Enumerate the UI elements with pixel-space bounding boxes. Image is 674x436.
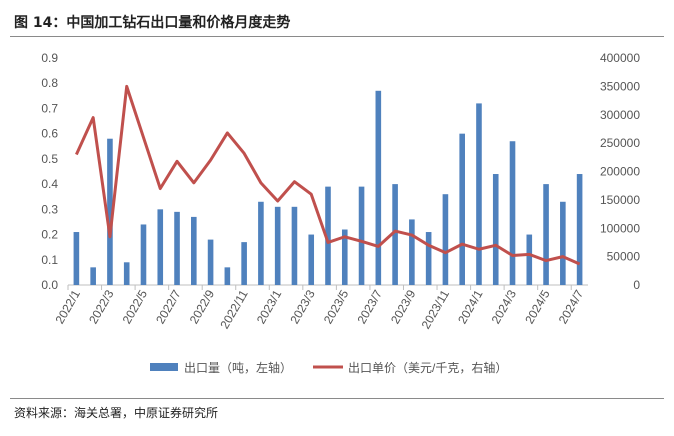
left-axis-tick: 0.5 — [41, 152, 58, 166]
source-divider — [10, 398, 664, 399]
right-axis-tick: 0 — [633, 278, 640, 292]
bar-export-volume — [90, 267, 96, 285]
x-axis-tick-label: 2023/9 — [388, 287, 419, 326]
title-divider — [10, 36, 664, 37]
x-axis-tick-label: 2023/5 — [321, 287, 352, 326]
bar-export-volume — [308, 234, 315, 285]
bar-export-volume — [560, 201, 566, 285]
bar-export-volume — [476, 103, 482, 286]
left-axis-tick: 0.7 — [41, 101, 58, 115]
left-axis-tick: 0.8 — [41, 76, 58, 90]
bar-export-volume — [392, 184, 398, 285]
legend-swatch-bar — [150, 363, 178, 371]
right-axis-tick: 350000 — [600, 79, 640, 93]
left-axis-tick: 0.2 — [41, 228, 58, 242]
bar-export-volume — [291, 206, 298, 285]
bar-export-volume — [140, 224, 147, 285]
bar-export-volume — [73, 232, 80, 285]
x-axis-tick-label: 2023/3 — [287, 287, 318, 326]
x-axis-tick-label: 2022/7 — [153, 287, 184, 326]
x-axis-tick-label: 2024/3 — [489, 287, 520, 326]
bar-export-volume — [241, 242, 247, 285]
bar-export-volume — [224, 267, 231, 285]
x-axis-tick-label: 2022/3 — [86, 287, 117, 326]
bar-export-volume — [576, 174, 583, 285]
bar-export-volume — [358, 186, 365, 285]
bar-export-volume — [157, 209, 164, 285]
bar-export-volume — [459, 133, 465, 285]
bar-export-volume — [274, 206, 281, 285]
bar-export-volume — [123, 262, 130, 285]
x-axis-tick-label: 2024/1 — [455, 287, 486, 326]
right-axis-tick: 300000 — [600, 108, 640, 122]
bar-export-volume — [341, 229, 348, 285]
x-axis-tick-label: 2022/1 — [53, 287, 84, 326]
left-axis-tick: 0.6 — [41, 127, 58, 141]
left-axis-tick: 0.3 — [41, 202, 58, 216]
left-axis-tick: 0.0 — [41, 278, 58, 292]
bar-export-volume — [174, 211, 180, 285]
left-axis-tick: 0.9 — [41, 51, 58, 65]
left-axis-tick: 0.1 — [41, 253, 58, 267]
bar-export-volume — [107, 138, 113, 285]
left-axis-tick: 0.4 — [41, 177, 58, 191]
source-note: 资料来源：海关总署，中原证券研究所 — [14, 406, 219, 420]
x-axis-tick-label: 2023/1 — [254, 287, 285, 326]
x-axis-tick-label: 2022/9 — [187, 287, 218, 326]
x-axis-tick-label: 2022/11 — [217, 287, 251, 331]
right-axis-tick: 150000 — [600, 193, 640, 207]
bar-export-volume — [425, 232, 432, 285]
x-axis-tick-label: 2023/7 — [354, 287, 385, 326]
bar-export-volume — [191, 216, 197, 285]
x-axis-tick-label: 2023/11 — [419, 287, 453, 331]
right-axis-tick: 100000 — [600, 221, 640, 235]
legend-label-bar: 出口量（吨，左轴） — [184, 360, 292, 375]
bar-export-volume — [543, 184, 549, 285]
bar-export-volume — [442, 194, 449, 285]
bar-export-volume — [526, 234, 533, 285]
bar-export-volume — [509, 141, 516, 285]
right-axis-tick: 400000 — [600, 51, 640, 65]
x-axis-tick-label: 2024/7 — [556, 287, 587, 326]
bar-export-volume — [409, 219, 415, 285]
bar-export-volume — [375, 90, 382, 286]
chart: 0.0 0.1 0.2 0.3 0.4 0.5 0.6 0.7 0.8 0.9 0 50000 1000… — [41, 51, 641, 375]
bar-export-volume — [492, 174, 499, 285]
right-axis-tick: 50000 — [607, 250, 641, 264]
x-axis-tick-label: 2022/5 — [120, 287, 151, 326]
right-axis-tick: 200000 — [600, 165, 640, 179]
legend-label-line: 出口单价（美元/千克，右轴） — [348, 360, 507, 375]
figure-title: 图 14：中国加工钻石出口量和价格月度走势 — [14, 15, 291, 31]
bar-export-volume — [325, 186, 331, 285]
bar-export-volume — [258, 201, 264, 285]
x-axis-tick-label: 2024/5 — [522, 287, 553, 326]
bar-export-volume — [207, 239, 214, 285]
right-axis-tick: 250000 — [600, 136, 640, 150]
